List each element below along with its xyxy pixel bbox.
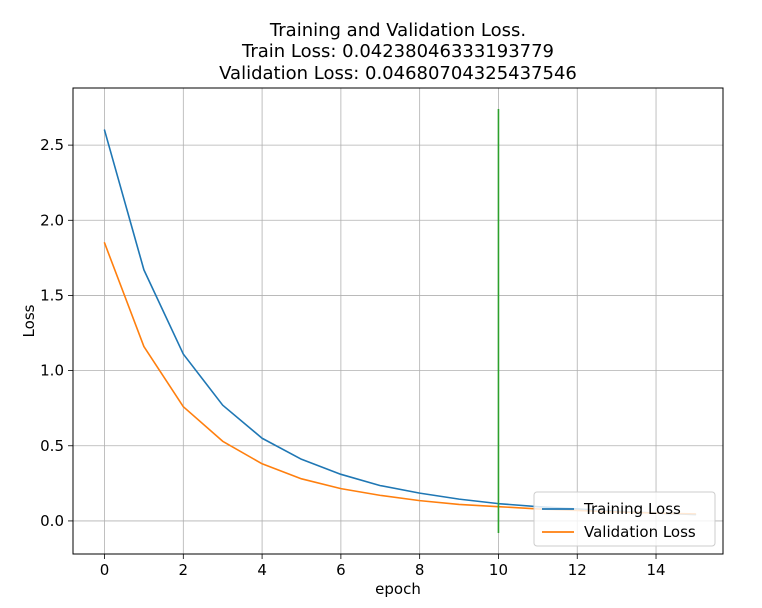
x-tick-label-0: 0 [100,561,110,579]
x-tick-label-4: 8 [415,561,425,579]
y-tick-label-0: 0.0 [40,512,64,530]
y-tick-label-5: 2.5 [40,136,64,154]
x-tick-label-6: 12 [568,561,587,579]
x-axis-label: epoch [375,580,421,598]
legend-label-1: Validation Loss [584,523,696,541]
title-line-1: Training and Validation Loss. [269,20,526,41]
x-tick-label-5: 10 [489,561,508,579]
plot-area: 0 2 4 6 8 10 12 14 0.0 0.5 1.0 1.5 2.0 2.5 Training L… [40,87,724,579]
grid-layer [73,88,723,554]
y-tick-label-4: 2.0 [40,211,64,229]
chart-title: Training and Validation Loss. Train Loss… [219,20,577,84]
x-tick-label-3: 6 [336,561,346,579]
tick-layer: 0 2 4 6 8 10 12 14 0.0 0.5 1.0 1.5 2.0 2.5 [40,136,665,579]
legend: Training Loss Validation Loss [533,491,716,547]
plot-background [73,88,723,554]
x-tick-label-7: 14 [646,561,665,579]
y-axis-label: Loss [20,304,38,337]
x-tick-label-1: 2 [179,561,189,579]
y-tick-label-1: 0.5 [40,437,64,455]
title-line-3: Validation Loss: 0.04680704325437546 [219,63,577,84]
plot-border [72,87,724,555]
legend-label-0: Training Loss [583,500,681,518]
legend-box [533,491,716,547]
title-line-2: Train Loss: 0.04238046333193779 [241,41,554,62]
y-tick-label-3: 1.5 [40,286,64,304]
y-tick-label-2: 1.0 [40,362,64,380]
x-tick-label-2: 4 [257,561,267,579]
